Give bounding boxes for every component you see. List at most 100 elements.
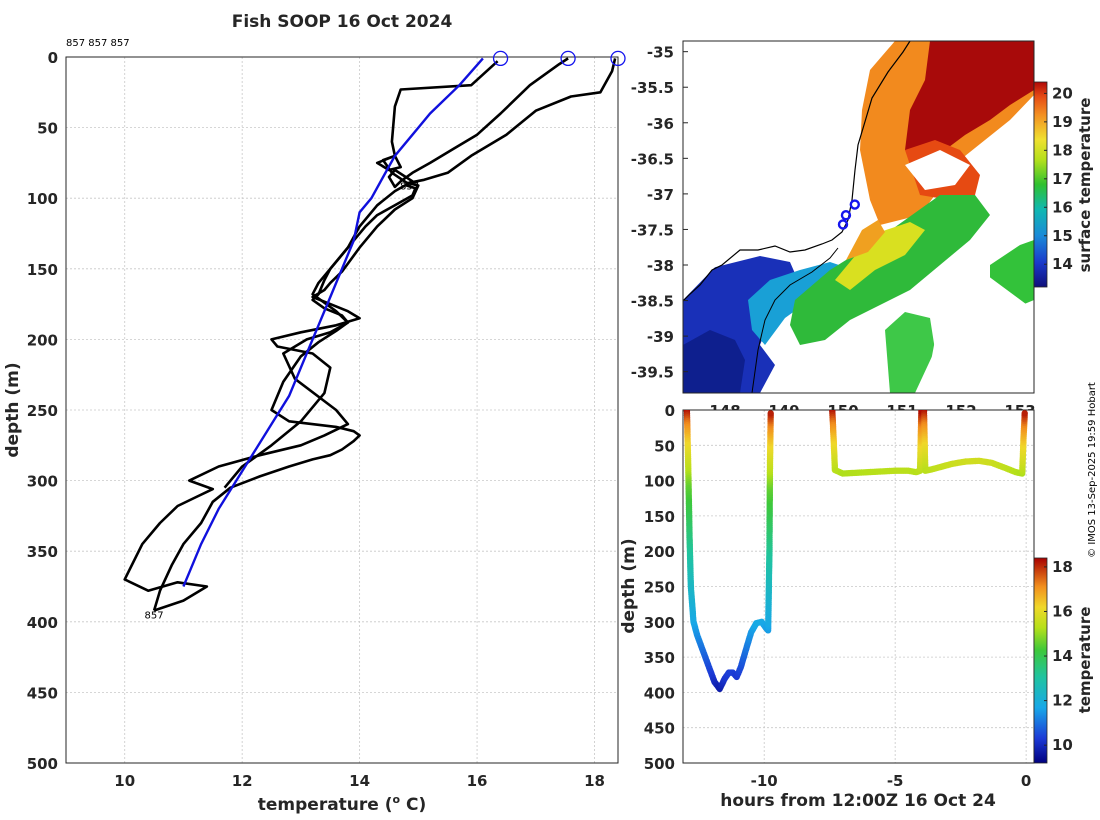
profile-line (123, 57, 569, 612)
td-xtick-label: -10 (751, 772, 778, 790)
sst-colorbar-tick-label: 19 (1052, 113, 1073, 131)
profile-grid (66, 56, 618, 764)
mean-profile-line (182, 57, 484, 587)
track-marker (837, 219, 849, 230)
td-xtick-label: -5 (887, 772, 904, 790)
map-ytick-label: -36.5 (631, 150, 674, 168)
frontal-band-yellow (835, 222, 925, 290)
xlabel-sup: o (393, 793, 401, 806)
td-ytick-label: 50 (654, 437, 675, 455)
map-ytick-label: -37 (647, 186, 674, 204)
xlabel-main: temperature ( (258, 795, 393, 815)
td-ytick-label: 150 (644, 508, 675, 526)
coastline (683, 41, 911, 302)
y-tick-label: 50 (37, 120, 58, 138)
td-ytick-label: 500 (644, 755, 675, 773)
map-ytick-label: -35 (647, 44, 674, 62)
frontal-band-green (790, 195, 990, 345)
sst-map-panel: -35 -35.5 -36 -36.5 -37 -37.5 -38 -38.5 -39 -39.5… (631, 40, 1094, 420)
map-ytick-label: -35.5 (631, 79, 674, 97)
temperature-colorbar-label: temperature (1076, 607, 1094, 714)
profile-ylabel: depth (m) (3, 362, 23, 457)
track-markers (837, 199, 860, 230)
xlabel-tail: C) (400, 795, 426, 815)
td-xtick-label: 0 (1021, 772, 1031, 790)
cool-water-deep (683, 330, 745, 393)
y-tick-label: 250 (27, 402, 58, 420)
profile-annotations: 857 857 (145, 181, 420, 621)
x-tick-label: 16 (467, 772, 488, 790)
time-depth-points (683, 410, 1028, 693)
sst-colorbar-tick-label: 15 (1052, 227, 1073, 245)
td-ytick-label: 250 (644, 579, 675, 597)
track-marker (849, 199, 860, 210)
frontal-band-orange (846, 220, 885, 260)
map-ytick-label: -38 (647, 257, 674, 275)
state-border (751, 247, 839, 393)
y-tick-label: 300 (27, 473, 58, 491)
td-point (1021, 410, 1028, 417)
cloud-gap-1 (905, 150, 970, 190)
y-tick-label: 0 (48, 49, 58, 67)
top-labels: 857 857 857 (66, 38, 130, 49)
sst-field (683, 41, 1034, 393)
td-ytick-label: 200 (644, 543, 675, 561)
cloud-gap-3 (683, 41, 860, 300)
y-tick-label: 500 (27, 755, 58, 773)
time-depth-xlabel: hours from 12:00Z 16 Oct 24 (720, 791, 996, 811)
sst-colorbar-tick-label: 14 (1052, 255, 1073, 273)
temperature-colorbar-ticks: 10 12 14 16 18 (1044, 558, 1073, 754)
temperature-colorbar-tick-label: 18 (1052, 558, 1073, 576)
profile-series (123, 57, 617, 612)
hot-water-core (905, 41, 1034, 165)
map-ytick-label: -39.5 (631, 364, 674, 382)
track-marker (840, 210, 852, 221)
temperature-colorbar-tick-label: 10 (1052, 736, 1073, 754)
sst-colorbar-ticks: 14 15 16 17 18 19 20 (1044, 84, 1073, 273)
figure-title: Fish SOOP 16 Oct 2024 (232, 12, 453, 32)
temperature-colorbar-tick-label: 12 (1052, 692, 1073, 710)
y-tick-label: 350 (27, 543, 58, 561)
profile-ticks: 10 12 14 16 18 0 50 100 150 200 250 300 350 400 450 500 (27, 49, 605, 790)
y-tick-label: 100 (27, 190, 58, 208)
credit-text: © IMOS 13-Sep-2025 19:59 Hobart (1087, 382, 1098, 558)
x-tick-label: 18 (584, 772, 605, 790)
td-ytick-label: 450 (644, 720, 675, 738)
temperature-colorbar-tick-label: 16 (1052, 602, 1073, 620)
sst-colorbar (1033, 81, 1048, 288)
profile-panel: Fish SOOP 16 Oct 2024 10 12 14 16 18 0 50 100 15… (3, 12, 626, 815)
td-ytick-label: 300 (644, 614, 675, 632)
profile-xlabel: temperature (o C) (258, 793, 427, 815)
surface-markers (492, 50, 626, 67)
profile-annotation: 857 (145, 611, 164, 622)
sst-colorbar-tick-label: 18 (1052, 141, 1073, 159)
x-tick-label: 10 (114, 772, 135, 790)
profile-line (223, 60, 499, 489)
sst-colorbar-tick-label: 16 (1052, 198, 1073, 216)
td-ytick-label: 100 (644, 473, 675, 491)
td-ytick-label: 350 (644, 649, 675, 667)
sst-colorbar-label: surface temperature (1076, 98, 1094, 273)
y-tick-label: 400 (27, 614, 58, 632)
td-ytick-label: 0 (665, 402, 675, 420)
time-depth-ylabel: depth (m) (619, 538, 639, 633)
mean-profile (182, 57, 484, 587)
map-ytick-label: -36 (647, 115, 674, 133)
map-ytick-label: -38.5 (631, 293, 674, 311)
time-depth-panel: -10 -5 0 0 50 100 150 200 250 300 350 400 450 500 hou… (619, 402, 1094, 811)
map-ytick-label: -37.5 (631, 221, 674, 239)
temperature-colorbar-tick-label: 14 (1052, 647, 1073, 665)
y-tick-label: 150 (27, 261, 58, 279)
surface-marker (560, 50, 576, 67)
td-point (767, 410, 774, 417)
x-tick-label: 14 (349, 772, 370, 790)
y-tick-label: 200 (27, 331, 58, 349)
profile-annotation: 857 (400, 181, 419, 192)
cloud-gap-2 (925, 270, 1034, 393)
y-tick-label: 450 (27, 684, 58, 702)
sst-colorbar-tick-label: 20 (1052, 84, 1073, 102)
scattered-green (885, 312, 935, 393)
temperature-colorbar (1033, 557, 1048, 764)
td-ytick-label: 400 (644, 684, 675, 702)
